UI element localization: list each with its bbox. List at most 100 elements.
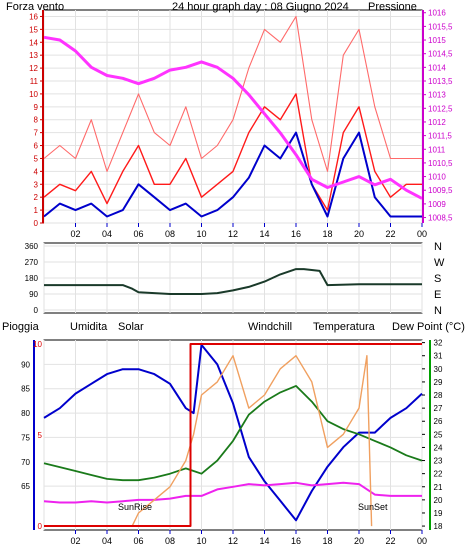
humidity-tick-label: 85	[21, 385, 30, 394]
pressure-tick-label: 1013,5	[428, 77, 453, 86]
temp-tick-label: 26	[434, 417, 443, 426]
x-tick-label: 12	[228, 229, 238, 239]
humidity-tick-label: 65	[21, 482, 30, 491]
pressure-tick-label: 1016	[428, 9, 446, 18]
temp-tick-label: 30	[434, 365, 443, 374]
temp-tick-label: 18	[434, 522, 443, 531]
pressure-tick-label: 1015	[428, 36, 446, 45]
humidity-tick-label: 75	[21, 433, 30, 442]
x-tick-label: 10	[196, 536, 206, 546]
series-wind-line	[43, 93, 422, 211]
direction-tick-label: 180	[25, 274, 39, 283]
temp-tick-label: 24	[434, 443, 443, 452]
series-gust-line	[43, 15, 422, 172]
series-temperature-line	[43, 385, 423, 482]
legend-row: Pioggia Umidita Solar Windchill Temperat…	[2, 321, 465, 333]
wind-tick-label: 3	[34, 180, 39, 189]
wind-tick-label: 15	[29, 25, 38, 34]
series-humidity-line	[43, 343, 423, 522]
legend-solar: Solar	[118, 321, 144, 333]
direction-tick-label: 360	[25, 242, 39, 251]
rain-tick-label: 0	[38, 522, 43, 531]
pressure-tick-label: 1012,5	[428, 104, 453, 113]
x-tick-label: 00	[417, 229, 427, 239]
series-pressure-line	[43, 35, 423, 200]
temp-tick-label: 21	[434, 483, 443, 492]
temp-tick-label: 27	[434, 404, 443, 413]
series-humidity-line	[43, 131, 422, 218]
pressure-tick-label: 1009	[428, 200, 446, 209]
temp-tick-label: 32	[434, 339, 443, 348]
wind-tick-label: 14	[29, 38, 38, 47]
x-tick-label: 22	[385, 536, 395, 546]
x-tick-label: 08	[165, 229, 175, 239]
rain-tick-label: 10	[33, 340, 42, 349]
wind-tick-label: 0	[34, 219, 39, 228]
sunrise-label: SunRise	[118, 502, 152, 512]
direction-tick-label: 270	[25, 258, 39, 267]
legend-humidity: Umidita	[70, 321, 108, 333]
legend-dewpoint: Dew Point (°C)	[392, 321, 465, 333]
wind-axes: 0123456789101112131415161008,510091009,5…	[29, 9, 453, 239]
x-tick-label: 04	[102, 536, 112, 546]
temp-tick-label: 19	[434, 509, 443, 518]
wind-tick-label: 2	[34, 193, 39, 202]
compass-label: N	[434, 241, 442, 253]
x-tick-label: 20	[354, 536, 364, 546]
direction-tick-label: 90	[29, 290, 38, 299]
temp-series	[43, 343, 423, 527]
x-tick-label: 22	[385, 229, 395, 239]
direction-grid	[43, 243, 423, 313]
x-tick-label: 10	[196, 229, 206, 239]
x-tick-label: 02	[70, 536, 80, 546]
wind-tick-label: 9	[34, 103, 39, 112]
x-tick-label: 02	[70, 229, 80, 239]
compass-label: W	[434, 257, 445, 269]
wind-axis-title: Forza vento	[6, 1, 64, 13]
wind-tick-label: 11	[30, 77, 39, 86]
x-tick-label: 06	[133, 536, 143, 546]
chart-title: 24 hour graph day : 08 Giugno 2024	[172, 1, 349, 13]
series-dewpoint-line	[43, 481, 422, 504]
pressure-tick-label: 1011,5	[428, 132, 452, 141]
x-tick-label: 00	[417, 536, 427, 546]
wind-tick-label: 10	[29, 90, 38, 99]
humidity-tick-label: 80	[21, 409, 30, 418]
wind-tick-label: 12	[29, 64, 38, 73]
wind-series	[43, 15, 423, 218]
sunset-label: SunSet	[358, 502, 388, 512]
temp-tick-label: 25	[434, 430, 443, 439]
compass-label: N	[434, 305, 442, 317]
temp-tick-label: 23	[434, 457, 443, 466]
x-tick-label: 12	[228, 536, 238, 546]
pressure-tick-label: 1011	[428, 145, 446, 154]
pressure-tick-label: 1014	[428, 63, 446, 72]
legend-rain: Pioggia	[2, 321, 40, 333]
x-tick-label: 14	[259, 536, 269, 546]
pressure-tick-label: 1009,5	[428, 186, 453, 195]
legend-windchill: Windchill	[248, 321, 292, 333]
direction-series	[44, 268, 422, 295]
series-direction-line	[44, 268, 422, 295]
x-tick-label: 14	[259, 229, 269, 239]
x-tick-label: 08	[165, 536, 175, 546]
pressure-tick-label: 1012	[428, 118, 446, 127]
temp-tick-label: 28	[434, 391, 443, 400]
temp-tick-label: 29	[434, 378, 443, 387]
series-rain-line	[44, 343, 422, 527]
legend-temperature: Temperatura	[313, 321, 376, 333]
temp-tick-label: 20	[434, 496, 443, 505]
x-tick-label: 06	[133, 229, 143, 239]
pressure-tick-label: 1008,5	[428, 214, 453, 223]
x-tick-label: 20	[354, 229, 364, 239]
direction-tick-label: 0	[34, 306, 39, 315]
pressure-tick-label: 1013	[428, 91, 446, 100]
temp-axes: 65 70 75 80 85 90 0 5 10 18 19 20 21 22 23 24 25 26 27 28 29…	[21, 339, 443, 546]
x-tick-label: 04	[102, 229, 112, 239]
humidity-tick-label: 70	[21, 458, 30, 467]
wind-tick-label: 6	[34, 142, 39, 151]
pressure-tick-label: 1015,5	[428, 22, 453, 31]
